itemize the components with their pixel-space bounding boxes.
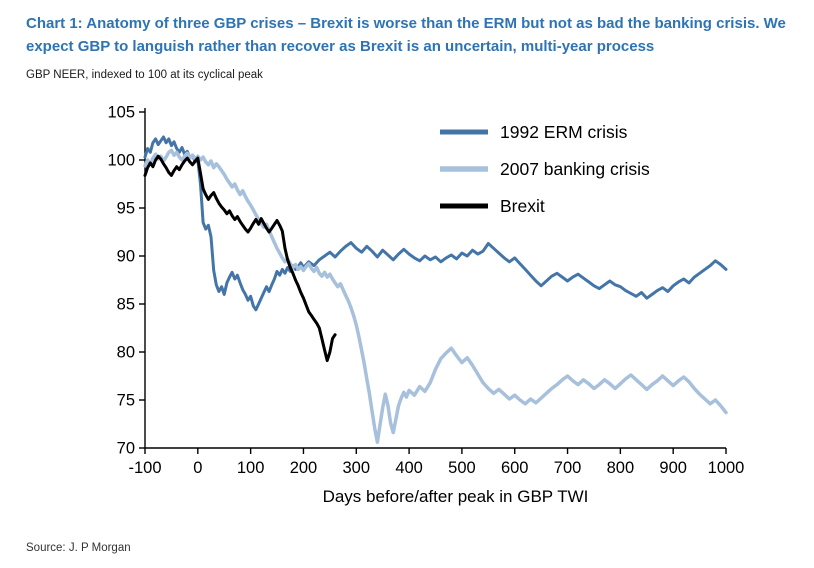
x-tick-label: 800 (607, 459, 635, 477)
x-tick-label: 600 (501, 459, 529, 477)
legend-label-1: 2007 banking crisis (500, 159, 650, 179)
x-tick-label: 0 (193, 459, 202, 477)
chart-area: 70 75 80 85 90 95 100 105 -100 0 100 200 300 400 500 60… (88, 96, 748, 513)
x-tick-label: 1000 (708, 459, 745, 477)
chart-subtitle: GBP NEER, indexed to 100 at its cyclical… (26, 68, 263, 81)
y-tick-label: 75 (117, 392, 135, 410)
series-line-0 (143, 135, 728, 312)
chart-svg: 70 75 80 85 90 95 100 105 -100 0 100 200 300 400 500 60… (107, 104, 745, 507)
legend-label-2: Brexit (500, 196, 545, 216)
y-tick-label: 85 (117, 296, 135, 314)
x-tick-label: 700 (554, 459, 582, 477)
x-tick-label: 300 (343, 459, 371, 477)
x-tick-label: 900 (659, 459, 687, 477)
x-tick-label: 400 (395, 459, 423, 477)
y-tick-label: 80 (117, 344, 135, 362)
x-tick-label: -100 (128, 459, 161, 477)
source-note: Source: J. P Morgan (26, 542, 131, 554)
y-tick-label: 100 (107, 152, 135, 170)
series-line-2 (143, 154, 337, 363)
x-tick-label: 500 (448, 459, 476, 477)
y-tick-label: 95 (117, 200, 135, 218)
y-tick-label: 70 (117, 440, 135, 458)
series-line-1 (143, 148, 728, 444)
y-tick-label: 90 (117, 248, 135, 266)
chart-title: Chart 1: Anatomy of three GBP crises – B… (26, 15, 786, 56)
x-tick-label: 100 (237, 459, 265, 477)
x-tick-label: 200 (290, 459, 318, 477)
legend-label-0: 1992 ERM crisis (500, 122, 628, 142)
x-axis-label: Days before/after peak in GBP TWI (323, 487, 589, 506)
y-tick-label: 105 (107, 104, 135, 122)
